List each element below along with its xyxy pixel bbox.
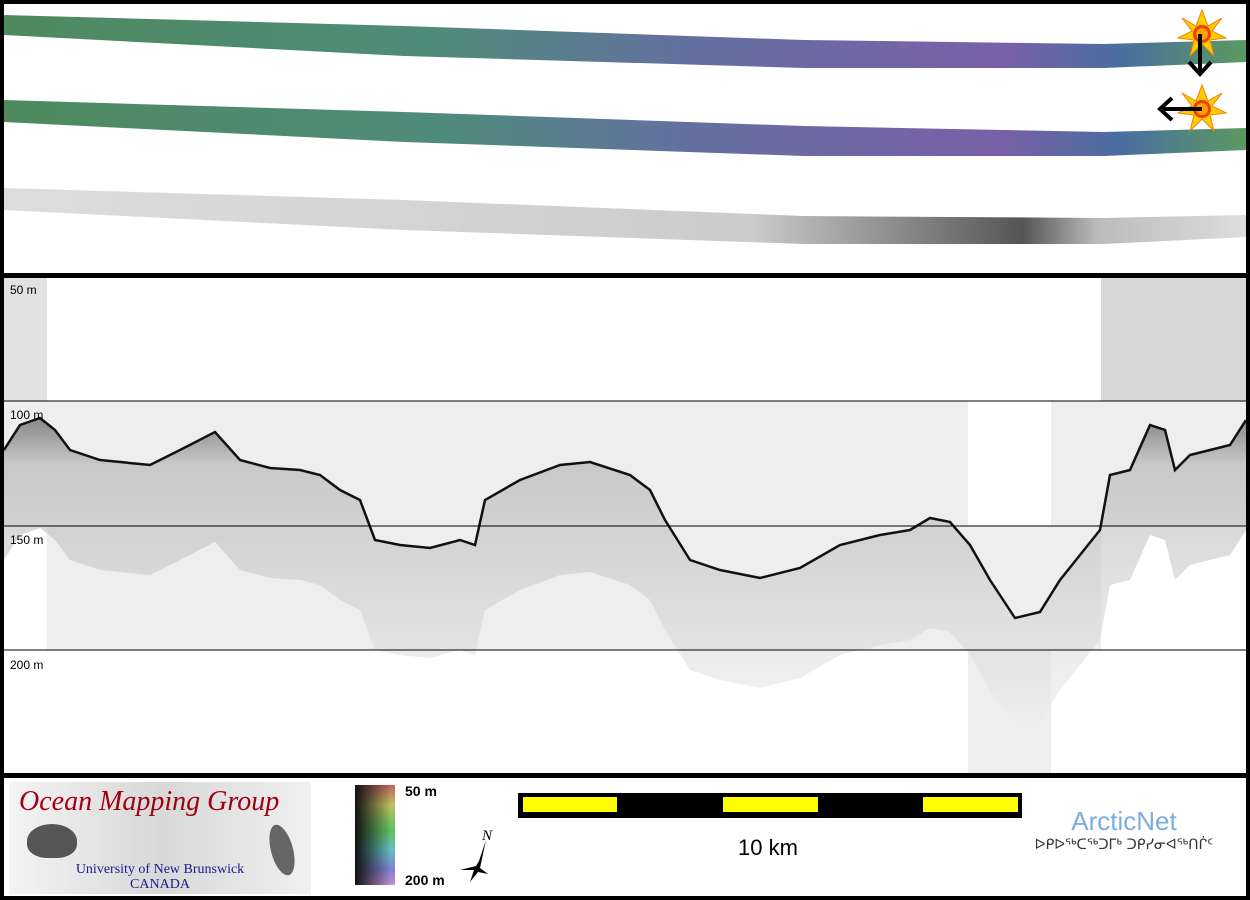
shaded-bathymetry-strip-north <box>4 15 1246 68</box>
depth-label-200: 200 m <box>10 658 44 672</box>
legend-footer: Ocean Mapping Group University of New Br… <box>4 778 1246 896</box>
arcticnet-logo: ArcticNet ᐅᑭᐅᖅᑕᖅᑐᒥᒃ ᑐᑭᓯᓂᐊᖅᑎᒌᑦ <box>1004 806 1244 853</box>
north-arrow-icon: N <box>460 828 493 882</box>
arcticnet-name: ArcticNet <box>1071 806 1177 836</box>
depth-label-150: 150 m <box>10 533 44 547</box>
seafloor-reflector <box>4 416 1246 620</box>
swath-map-panel <box>4 4 1246 273</box>
arrow-left-icon <box>1157 96 1202 122</box>
scale-segment <box>923 797 1018 812</box>
echo-window <box>4 278 47 401</box>
scale-segment <box>723 797 818 812</box>
backscatter-strip <box>4 188 1246 244</box>
ocean-mapping-group-logo: Ocean Mapping Group University of New Br… <box>9 782 311 894</box>
colorbar-bottom-label: 200 m <box>405 872 445 888</box>
colorbar-top-label: 50 m <box>405 783 437 799</box>
omg-country: CANADA <box>130 877 190 892</box>
compass-north-label: N <box>481 828 493 844</box>
shaded-bathymetry-strip-east <box>4 100 1246 156</box>
depth-colorbar <box>355 785 395 885</box>
depth-label-100: 100 m <box>10 408 44 422</box>
sediment-fill <box>4 418 1246 728</box>
scale-segment <box>523 797 617 812</box>
arrow-down-icon <box>1187 34 1213 77</box>
omg-title: Ocean Mapping Group <box>19 786 280 817</box>
swath-strips <box>4 8 1246 244</box>
echo-window <box>1101 278 1246 401</box>
survey-vessel-icon <box>27 824 77 858</box>
profile-plot <box>4 278 1246 773</box>
scale-bar-label: 10 km <box>738 835 798 860</box>
depth-label-50: 50 m <box>10 283 37 297</box>
scale-bar <box>518 793 1022 818</box>
omg-university: University of New Brunswick <box>75 862 245 877</box>
arcticnet-syllabics: ᐅᑭᐅᖅᑕᖅᑐᒥᒃ ᑐᑭᓯᓂᐊᖅᑎᒌᑦ <box>1034 837 1214 853</box>
subbottom-profile-panel: 50 m 100 m 150 m 200 m <box>4 278 1246 773</box>
